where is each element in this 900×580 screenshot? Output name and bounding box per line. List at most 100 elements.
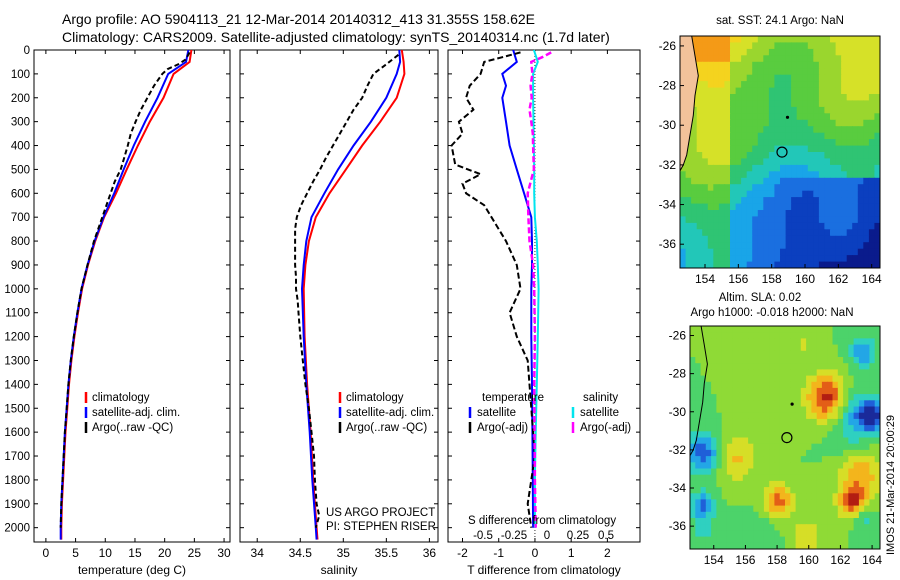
sst_map-cell xyxy=(730,48,737,56)
sla_map-cell xyxy=(806,456,812,463)
sla_map-cell xyxy=(711,338,717,346)
sst_map-cell xyxy=(702,197,709,205)
sla_map-cell xyxy=(832,542,839,549)
sst_map-cell xyxy=(846,106,853,114)
sst_map-cell xyxy=(691,164,698,172)
sst_map-cell xyxy=(863,229,870,237)
sla_map-cell xyxy=(695,511,702,519)
sst_map-cell xyxy=(724,184,731,192)
sla_map-cell xyxy=(690,412,696,420)
sst_map-cell xyxy=(874,94,880,101)
sst_map-cell xyxy=(813,229,820,237)
sst_map-cell xyxy=(818,255,826,263)
sla_map-cell xyxy=(726,480,733,488)
sst_map-cell xyxy=(802,106,809,114)
sla_map-cell xyxy=(726,487,733,494)
sst_map-cell xyxy=(757,94,764,101)
sst_map-cell xyxy=(774,184,781,192)
sst_map-cell xyxy=(852,126,859,134)
sla_map-cell xyxy=(742,443,749,451)
sst_map-cell xyxy=(868,210,876,217)
sla_map-cell xyxy=(821,406,828,414)
sla_map-cell xyxy=(774,431,781,439)
sst_map-cell xyxy=(868,42,876,50)
temperature-ytick-label: 400 xyxy=(11,141,30,153)
sst_map-cell xyxy=(696,126,703,134)
sla_map-cell xyxy=(769,369,776,377)
sla_map-cell xyxy=(858,443,865,451)
sla_map-cell xyxy=(821,524,828,531)
sla_map-cell xyxy=(753,480,760,488)
sla_map-cell xyxy=(700,381,707,389)
sla_map-cell xyxy=(821,437,828,445)
sst_map-cell xyxy=(707,100,714,108)
sst_map-cell xyxy=(707,242,714,250)
sst_map-xtick-label: 156 xyxy=(728,272,748,286)
sst_map-cell xyxy=(757,248,764,256)
sla_map-cell xyxy=(816,462,823,470)
sst_map-cell xyxy=(724,164,731,172)
sla_map-cell xyxy=(769,375,776,383)
sst_map-cell xyxy=(691,229,698,237)
salinity-xtick-label: 34.5 xyxy=(289,546,313,560)
sst_map-cell xyxy=(813,113,820,121)
sst_map-cell xyxy=(796,261,803,268)
sla_map-cell xyxy=(774,387,781,395)
sla_map-cell xyxy=(690,487,696,494)
sst_map-cell xyxy=(707,235,714,243)
sst_map-cell xyxy=(863,152,870,159)
sla_map-cell xyxy=(864,375,871,383)
sst_map-cell xyxy=(741,152,748,159)
sst_map-cell xyxy=(741,48,748,56)
sst_map-cell xyxy=(713,222,720,230)
sst_map-cell xyxy=(802,255,809,263)
sst_map-cell xyxy=(791,261,798,268)
sst_map-cell xyxy=(741,42,748,50)
sst_map-cell xyxy=(713,132,720,140)
sla_map-cell xyxy=(790,542,797,549)
sla_map-cell xyxy=(864,468,871,476)
sla_map-cell xyxy=(811,387,818,395)
temperature-ytick-label: 800 xyxy=(11,236,30,248)
sla_map-cell xyxy=(795,530,802,538)
sst_map-cell xyxy=(841,48,848,56)
sst_map-cell xyxy=(696,255,703,263)
sst_map-cell xyxy=(846,203,853,211)
sst_map-cell xyxy=(835,119,842,127)
sst_map-cell xyxy=(757,106,764,114)
sla_map-cell xyxy=(690,431,696,439)
sst_map-cell xyxy=(813,139,820,147)
sst_map-cell xyxy=(874,197,880,205)
sst_map-cell xyxy=(846,171,853,179)
sst_map-cell xyxy=(857,106,864,114)
sst_map-cell xyxy=(807,81,814,89)
sla_map-cell xyxy=(690,363,696,370)
sst_map-cell xyxy=(830,119,837,127)
sla_map-cell xyxy=(821,530,828,538)
sla_map-cell xyxy=(737,505,744,513)
sla_map-cell xyxy=(700,518,707,525)
sla_map-cell xyxy=(774,443,781,451)
sla_map-cell xyxy=(721,542,728,549)
sla_map-cell xyxy=(785,524,791,531)
sla_map-cell xyxy=(695,338,702,346)
sst_map-cell xyxy=(863,139,870,147)
figure-title-line1: Argo profile: AO 5904113_21 12-Mar-2014 … xyxy=(62,11,535,27)
sla_map-cell xyxy=(827,499,834,507)
sst_map-cell xyxy=(785,126,792,134)
sla_map-cell xyxy=(811,418,818,426)
sla_map-cell xyxy=(843,394,849,401)
sla_map-cell xyxy=(758,344,765,352)
sst_map-cell xyxy=(735,68,742,76)
sla_map-cell xyxy=(858,437,865,445)
sst_map-cell xyxy=(741,55,748,63)
sla_map-cell xyxy=(848,412,855,420)
sla_map-cell xyxy=(811,487,818,494)
sla_map-cell xyxy=(837,518,844,525)
temperature-xtick-label: 5 xyxy=(72,546,79,560)
sla_map-cell xyxy=(800,394,807,401)
sla_map-cell xyxy=(716,394,723,401)
sla_map-cell xyxy=(742,493,749,501)
sla_map-cell xyxy=(695,536,702,544)
